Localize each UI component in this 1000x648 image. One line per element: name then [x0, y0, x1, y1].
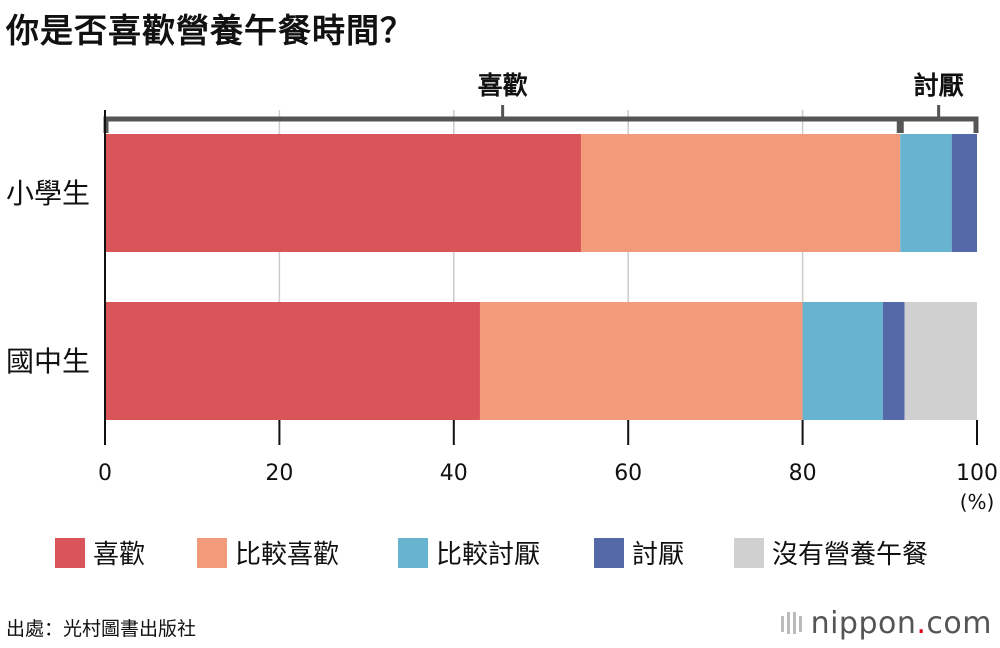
- x-tick-label: 100: [956, 461, 998, 486]
- brand-dot: .: [916, 606, 927, 641]
- brand-name: nippon: [810, 606, 917, 641]
- legend-label: 比較討厭: [436, 540, 540, 570]
- bars: [105, 134, 977, 420]
- bar-segment: [951, 134, 977, 252]
- legend: 喜歡 比較喜歡 比較討厭 討厭 沒有營養午餐: [55, 538, 928, 570]
- brand-suffix: com: [926, 606, 992, 641]
- legend-swatch: [55, 538, 85, 568]
- brackets: 喜歡 討厭: [103, 71, 979, 133]
- x-tick-label: 0: [98, 461, 112, 486]
- brand-logo: nippon.com: [779, 606, 992, 641]
- bracket: [103, 116, 902, 133]
- legend-label: 喜歡: [93, 540, 145, 570]
- legend-swatch: [594, 538, 624, 568]
- bracket: [898, 116, 979, 133]
- legend-swatch: [197, 538, 227, 568]
- legend-swatch: [398, 538, 428, 568]
- bar-segment: [802, 302, 883, 420]
- x-axis: 0 20 40 60 80 100 (%): [98, 110, 998, 514]
- bar-segment: [882, 302, 905, 420]
- bracket-label: 討厭: [914, 71, 964, 100]
- chart-title: 你是否喜歡營養午餐時間？: [6, 11, 414, 50]
- x-tick-label: 40: [440, 461, 468, 486]
- bar-segment: [904, 302, 977, 420]
- bar-segment: [105, 302, 480, 420]
- source-note: 出處：光村圖書出版社: [6, 618, 197, 640]
- bar-segment: [581, 134, 901, 252]
- x-tick-label: 60: [614, 461, 642, 486]
- category-label: 小學生: [6, 177, 90, 210]
- legend-swatch: [734, 538, 764, 568]
- bracket-label: 喜歡: [478, 71, 528, 100]
- logo-icon: [780, 612, 802, 634]
- bar-segment: [900, 134, 952, 252]
- bar-segment: [105, 134, 582, 252]
- category-label: 國中生: [6, 345, 90, 378]
- x-tick-label: 20: [265, 461, 293, 486]
- x-tick-label: 80: [789, 461, 817, 486]
- legend-label: 比較喜歡: [235, 540, 339, 570]
- legend-label: 沒有營養午餐: [772, 540, 928, 570]
- bar-segment: [479, 302, 803, 420]
- x-axis-unit: (%): [960, 490, 995, 514]
- legend-label: 討厭: [632, 540, 684, 570]
